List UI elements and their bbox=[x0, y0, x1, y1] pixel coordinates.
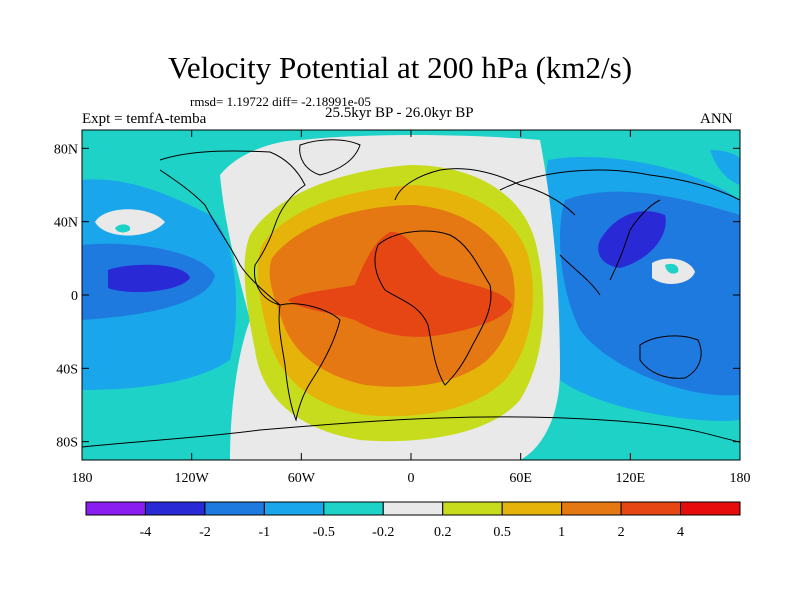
season-label: ANN bbox=[700, 111, 733, 127]
x-tick-label: 60E bbox=[509, 471, 532, 486]
y-tick-label: 40N bbox=[54, 216, 78, 231]
colorbar-label: -4 bbox=[140, 525, 152, 540]
band-east-minus2 bbox=[598, 211, 666, 268]
colorbar-swatch bbox=[620, 501, 682, 516]
colorbar-label: 0.2 bbox=[434, 525, 452, 540]
coast-south-america bbox=[278, 303, 341, 422]
x-tick-label: 60W bbox=[288, 471, 316, 486]
colorbar-label: 2 bbox=[618, 525, 625, 540]
y-tick-label: 80N bbox=[54, 142, 78, 157]
x-tick-label: 120W bbox=[175, 471, 210, 486]
colorbar-swatch bbox=[442, 501, 503, 516]
colorbar-swatch bbox=[85, 501, 146, 516]
colorbar: -4 -2 -1 -0.5 -0.2 0.2 0.5 1 2 4 bbox=[85, 501, 741, 540]
stats-label: rmsd= 1.19722 diff= -2.18991e-05 bbox=[190, 94, 371, 109]
colorbar-label: -0.2 bbox=[372, 525, 394, 540]
coast-north-america bbox=[159, 150, 306, 306]
x-tick-label: 0 bbox=[408, 471, 415, 486]
x-axis: 180 120W 60W 0 60E 120E 180 bbox=[72, 130, 751, 486]
band-plus2 bbox=[288, 231, 512, 337]
colorbar-swatch bbox=[561, 501, 622, 516]
colorbar-label: 0.5 bbox=[493, 525, 511, 540]
y-tick-label: 80S bbox=[56, 436, 78, 451]
colorbar-swatch bbox=[323, 501, 384, 516]
colorbar-swatch bbox=[204, 501, 265, 516]
colorbar-label: -1 bbox=[259, 525, 271, 540]
coast-europe bbox=[394, 168, 576, 216]
coastlines bbox=[82, 139, 740, 448]
colorbar-swatch bbox=[382, 501, 444, 516]
y-axis: 80N 40N 0 40S 80S bbox=[54, 142, 740, 451]
colorbar-swatch bbox=[680, 501, 741, 516]
colorbar-label: -0.5 bbox=[313, 525, 335, 540]
y-tick-label: 40S bbox=[56, 362, 78, 377]
experiment-label: Expt = temfA-temba bbox=[82, 111, 207, 127]
band-west-cyan bbox=[115, 224, 131, 233]
coast-asia bbox=[499, 169, 740, 296]
colorbar-swatch bbox=[501, 501, 563, 516]
band-east-edge bbox=[710, 150, 740, 185]
coast-africa bbox=[374, 230, 492, 386]
x-tick-label: 180 bbox=[730, 471, 751, 486]
band-west-light bbox=[95, 209, 165, 236]
coast-greenland bbox=[299, 139, 361, 176]
colorbar-swatch bbox=[263, 501, 325, 516]
x-tick-label: 180 bbox=[72, 471, 93, 486]
coast-antarctica bbox=[82, 416, 740, 448]
contour-field bbox=[82, 130, 740, 460]
band-west-minus2 bbox=[108, 264, 190, 293]
colorbar-label: -2 bbox=[199, 525, 211, 540]
colorbar-label: 4 bbox=[677, 525, 684, 540]
period-label: 25.5kyr BP - 26.0kyr BP bbox=[325, 105, 474, 121]
y-tick-label: 0 bbox=[71, 289, 78, 304]
chart-title: Velocity Potential at 200 hPa (km2/s) bbox=[167, 50, 633, 85]
x-tick-label: 120E bbox=[616, 471, 646, 486]
band-east-cyan bbox=[665, 263, 679, 274]
coast-australia bbox=[639, 335, 702, 379]
colorbar-label: 1 bbox=[558, 525, 565, 540]
colorbar-swatch bbox=[144, 501, 206, 516]
